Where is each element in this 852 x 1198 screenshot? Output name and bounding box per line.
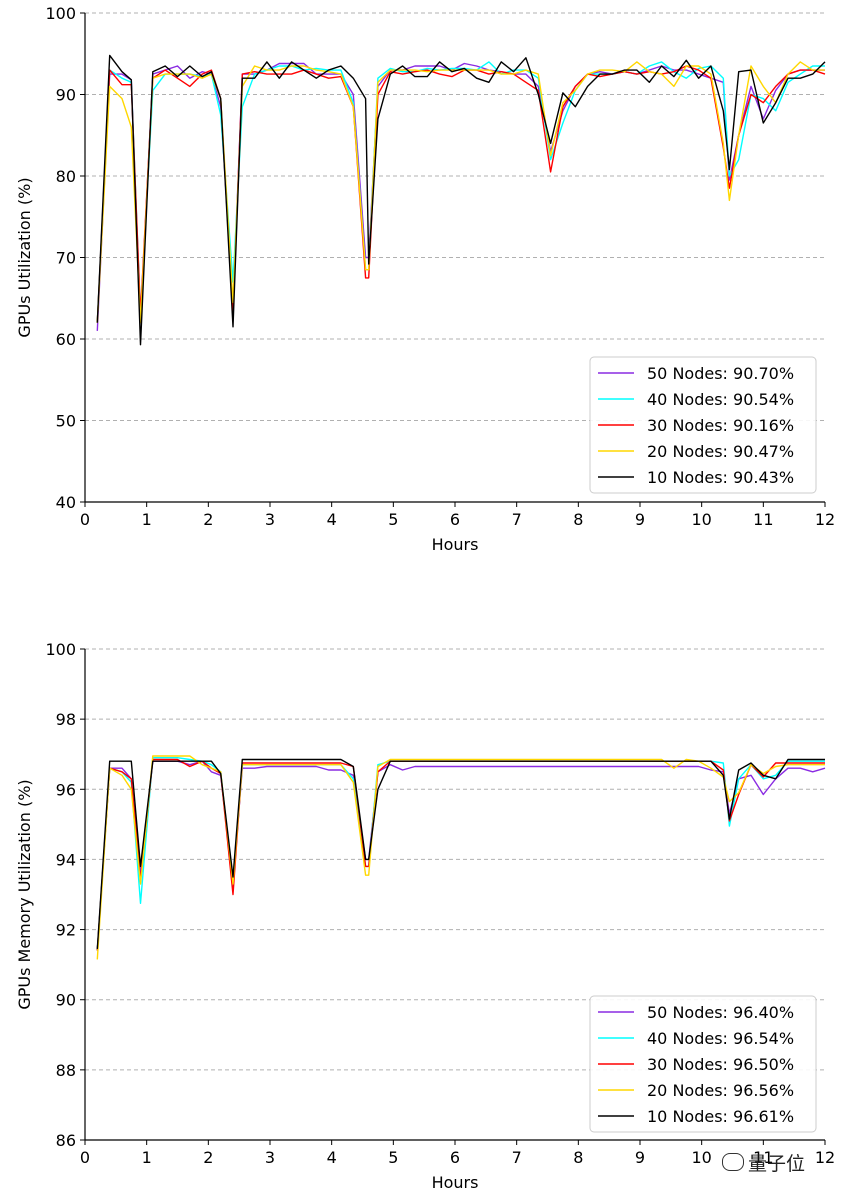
x-tick-label: 11 — [753, 510, 773, 529]
x-axis-label: Hours — [432, 1173, 479, 1192]
y-tick-label: 98 — [56, 710, 76, 729]
series-line-4 — [96, 61, 825, 324]
watermark: 量子位 — [722, 1144, 852, 1180]
legend-entry: 50 Nodes: 90.70% — [647, 364, 794, 383]
x-tick-label: 12 — [815, 1148, 835, 1167]
x-tick-label: 12 — [815, 510, 835, 529]
y-tick-label: 70 — [56, 249, 76, 268]
x-tick-label: 5 — [388, 510, 398, 529]
legend-entry: 40 Nodes: 90.54% — [647, 390, 794, 409]
legend-box — [589, 356, 817, 494]
series-line-1 — [96, 760, 826, 951]
y-axis-label: GPUs Utilization (%) — [15, 177, 34, 337]
y-tick-label: 80 — [56, 167, 76, 186]
y-tick-label: 90 — [56, 991, 76, 1010]
x-tick-label: 6 — [450, 1148, 460, 1167]
y-tick-label: 94 — [56, 850, 76, 869]
series-line-5 — [96, 758, 825, 949]
legend-entry: 20 Nodes: 90.47% — [647, 442, 794, 461]
legend-entry: 10 Nodes: 90.43% — [647, 468, 794, 487]
x-tick-label: 3 — [265, 510, 275, 529]
x-tick-label: 9 — [635, 510, 645, 529]
x-tick-label: 10 — [691, 1148, 711, 1167]
x-tick-label: 11 — [753, 1148, 773, 1167]
y-tick-label: 40 — [56, 493, 76, 512]
x-tick-label: 10 — [691, 510, 711, 529]
x-tick-label: 4 — [327, 1148, 337, 1167]
y-tick-label: 50 — [56, 412, 76, 431]
legend-entry: 30 Nodes: 96.50% — [647, 1055, 794, 1074]
x-tick-label: 3 — [265, 1148, 275, 1167]
x-tick-label: 8 — [573, 510, 583, 529]
x-tick-label: 2 — [203, 510, 213, 529]
x-tick-label: 6 — [450, 510, 460, 529]
wechat-bubble-icon — [722, 1153, 744, 1171]
y-tick-label: 100 — [45, 640, 76, 659]
y-tick-label: 96 — [56, 780, 76, 799]
legend-entry: 30 Nodes: 90.16% — [647, 416, 794, 435]
legend-box — [589, 995, 817, 1133]
x-tick-label: 9 — [635, 1148, 645, 1167]
series-line-2 — [96, 61, 825, 323]
series-line-2 — [96, 756, 825, 951]
x-axis-label: Hours — [432, 535, 479, 554]
x-tick-label: 1 — [142, 1148, 152, 1167]
legend-entry: 40 Nodes: 96.54% — [647, 1029, 794, 1048]
legend-entry: 20 Nodes: 96.56% — [647, 1081, 794, 1100]
y-tick-label: 88 — [56, 1061, 76, 1080]
y-tick-label: 92 — [56, 921, 76, 940]
y-tick-label: 100 — [45, 4, 76, 23]
series-line-5 — [96, 54, 826, 346]
x-tick-label: 0 — [80, 1148, 90, 1167]
x-tick-label: 0 — [80, 510, 90, 529]
watermark-text: 量子位 — [748, 1152, 806, 1175]
x-tick-label: 4 — [327, 510, 337, 529]
legend-entry: 50 Nodes: 96.40% — [647, 1003, 794, 1022]
y-tick-label: 90 — [56, 86, 76, 105]
x-tick-label: 2 — [203, 1148, 213, 1167]
series-line-3 — [96, 758, 825, 951]
y-tick-label: 60 — [56, 330, 76, 349]
x-tick-label: 5 — [388, 1148, 398, 1167]
x-tick-label: 1 — [142, 510, 152, 529]
x-tick-label: 7 — [512, 1148, 522, 1167]
x-tick-label: 7 — [512, 510, 522, 529]
y-tick-label: 86 — [56, 1131, 76, 1150]
x-tick-label: 8 — [573, 1148, 583, 1167]
legend-entry: 10 Nodes: 96.61% — [647, 1107, 794, 1126]
y-axis-label: GPUs Memory Utilization (%) — [15, 779, 34, 1009]
series-line-4 — [96, 755, 825, 960]
